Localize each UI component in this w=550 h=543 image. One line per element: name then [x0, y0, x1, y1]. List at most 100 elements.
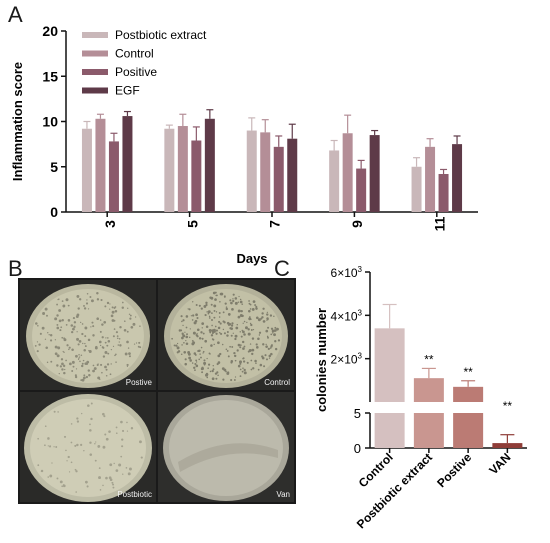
- colony-dot: [225, 348, 228, 351]
- colony-dot: [118, 463, 122, 467]
- colony-dot: [83, 374, 86, 377]
- colony-dot: [185, 335, 189, 339]
- colony-dot: [97, 376, 101, 380]
- chart-a-bar: [369, 135, 380, 212]
- chart-a-bar: [164, 128, 175, 212]
- chart-a-bar: [329, 150, 340, 212]
- colony-dot: [189, 359, 192, 362]
- chart-a-y-tick-label: 15: [42, 68, 58, 84]
- chart-a-legend-label: Postbiotic extract: [115, 28, 207, 42]
- colony-dot: [77, 358, 80, 360]
- colony-dot: [130, 325, 134, 329]
- colony-dot: [250, 368, 253, 371]
- colony-dot: [110, 314, 114, 318]
- colony-dot: [233, 379, 236, 381]
- chart-a-bar: [191, 140, 202, 212]
- colony-dot: [99, 489, 102, 491]
- chart-c-bar-upper: [453, 386, 484, 402]
- colony-dot: [213, 343, 215, 346]
- colony-dot: [74, 468, 77, 471]
- colony-dot: [185, 315, 189, 318]
- colony-dot: [114, 306, 117, 308]
- colony-dot: [63, 435, 67, 438]
- colony-dot: [198, 349, 201, 352]
- colony-dot: [37, 324, 39, 327]
- chart-a-legend-swatch: [82, 69, 108, 75]
- colony-dot: [73, 321, 77, 324]
- colony-dot: [99, 319, 102, 321]
- colony-dot: [222, 328, 225, 331]
- colony-dot: [237, 315, 241, 319]
- colony-dot: [270, 333, 273, 336]
- colony-dot: [243, 320, 246, 323]
- colony-dot: [195, 361, 198, 363]
- colony-dot: [230, 378, 233, 382]
- colony-dot: [258, 334, 261, 336]
- colony-dot: [99, 378, 101, 381]
- colony-dot: [195, 333, 198, 337]
- colony-dot: [62, 484, 66, 488]
- colony-dot: [226, 331, 229, 334]
- colony-dot: [108, 476, 112, 480]
- chart-a-bar: [122, 116, 133, 212]
- colony-dot: [71, 370, 74, 372]
- colony-dot: [199, 353, 201, 355]
- colony-dot: [98, 467, 101, 470]
- colony-dot: [50, 360, 53, 363]
- chart-c-x-tick-label: Postbiotic extract: [354, 450, 435, 531]
- colony-dot: [58, 372, 60, 375]
- chart-a-bar: [438, 173, 449, 212]
- colony-dot: [89, 296, 92, 299]
- chart-a-x-tick-label: 11: [432, 216, 448, 231]
- colony-dot: [194, 362, 197, 366]
- colony-dot: [113, 319, 116, 322]
- colony-dot: [255, 343, 258, 346]
- colony-dot: [217, 326, 221, 330]
- dish-photo-control: Control: [158, 280, 294, 390]
- colony-dot: [47, 476, 50, 478]
- colony-dot: [176, 346, 180, 350]
- colony-dot: [222, 320, 225, 323]
- colony-dot: [229, 327, 232, 330]
- colony-dot: [56, 364, 59, 367]
- colony-dot: [226, 372, 230, 375]
- colony-dot: [193, 321, 197, 325]
- colony-dot: [81, 378, 85, 382]
- colony-dot: [210, 319, 214, 322]
- colony-dot: [40, 470, 43, 472]
- colony-dot: [259, 363, 263, 367]
- colony-dot: [192, 314, 195, 317]
- colony-dot: [266, 317, 269, 320]
- colony-dot: [116, 335, 119, 338]
- chart-a-bar: [95, 118, 106, 212]
- colony-dot: [74, 375, 78, 379]
- colony-dot: [37, 464, 40, 467]
- colony-dot: [41, 326, 45, 330]
- colony-dot: [119, 325, 122, 329]
- colony-dot: [72, 365, 75, 368]
- colony-dot: [255, 316, 259, 320]
- colony-dot: [65, 359, 67, 362]
- colony-dot: [270, 327, 274, 330]
- chart-a-bar: [342, 133, 353, 212]
- colony-dot: [209, 296, 212, 300]
- chart-c-significance: **: [424, 352, 434, 366]
- colony-dot: [64, 368, 66, 371]
- colony-dot: [195, 359, 198, 362]
- dish-label-postive: Postive: [125, 378, 152, 387]
- colony-dot: [112, 335, 115, 338]
- chart-a-y-axis-label: Inflammation score: [10, 62, 25, 181]
- chart-a-bar: [81, 128, 92, 212]
- colony-dot: [243, 371, 247, 375]
- colony-dot: [57, 346, 61, 350]
- chart-a-legend-label: Control: [115, 47, 154, 61]
- chart-a-bar: [177, 126, 188, 212]
- colony-dot: [56, 477, 59, 480]
- chart-a-y-tick-label: 0: [50, 204, 58, 220]
- colony-dot: [78, 298, 82, 301]
- colony-dot: [76, 294, 80, 298]
- chart-c-x-tick-label: Postive: [434, 450, 474, 490]
- colony-dot: [84, 362, 88, 366]
- colony-dot: [53, 446, 55, 448]
- colony-dot: [192, 341, 196, 345]
